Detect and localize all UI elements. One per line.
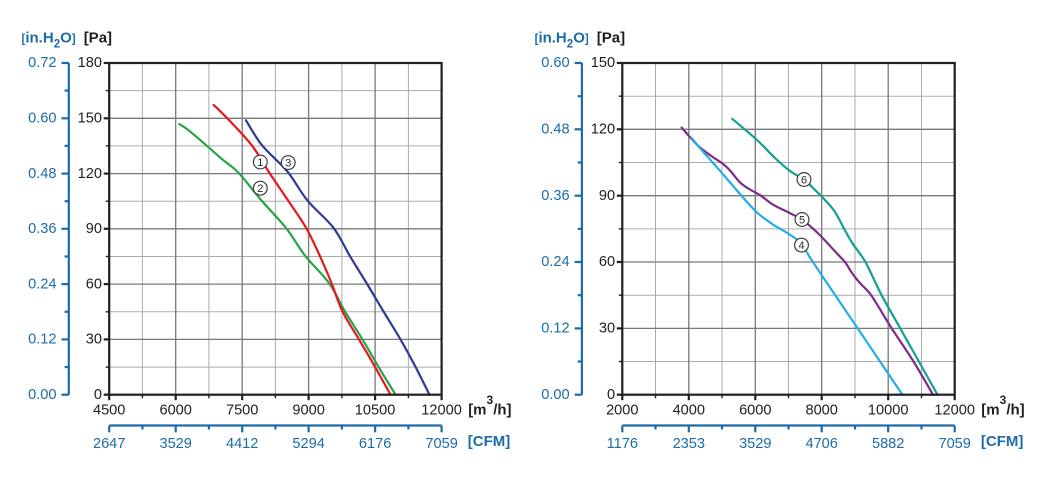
svg-text:30: 30	[86, 332, 102, 348]
svg-text:3529: 3529	[159, 436, 191, 452]
svg-text:0.00: 0.00	[541, 387, 569, 403]
svg-text:0.36: 0.36	[28, 221, 56, 237]
svg-text:7500: 7500	[226, 402, 258, 418]
svg-text:120: 120	[591, 122, 615, 138]
svg-text:7059: 7059	[425, 436, 457, 452]
svg-text:[in.H2O]: [in.H2O]	[535, 29, 589, 50]
svg-text:5882: 5882	[872, 436, 904, 452]
svg-text:12000: 12000	[934, 402, 975, 418]
svg-text:150: 150	[591, 55, 615, 71]
svg-text:2647: 2647	[93, 436, 125, 452]
svg-text:10500: 10500	[355, 402, 396, 418]
svg-text:1: 1	[257, 157, 263, 169]
svg-text:[Pa]: [Pa]	[84, 29, 112, 46]
svg-text:0.24: 0.24	[541, 254, 569, 270]
svg-text:6176: 6176	[359, 436, 391, 452]
svg-text:3529: 3529	[739, 436, 771, 452]
svg-text:0.12: 0.12	[28, 332, 56, 348]
svg-text:1176: 1176	[607, 436, 638, 452]
svg-text:6000: 6000	[739, 402, 771, 418]
svg-text:2000: 2000	[606, 402, 638, 418]
svg-text:0.24: 0.24	[28, 276, 56, 292]
svg-text:[in.H2O]: [in.H2O]	[22, 29, 76, 50]
svg-text:90: 90	[86, 221, 102, 237]
svg-text:8000: 8000	[805, 402, 837, 418]
svg-text:120: 120	[78, 166, 102, 182]
svg-text:60: 60	[599, 254, 615, 270]
svg-text:9000: 9000	[292, 402, 324, 418]
svg-text:3: 3	[285, 158, 291, 170]
svg-text:0: 0	[94, 387, 102, 403]
svg-text:60: 60	[86, 276, 102, 292]
svg-text:4412: 4412	[226, 436, 258, 452]
svg-text:5294: 5294	[292, 436, 324, 452]
svg-text:0.48: 0.48	[541, 122, 569, 138]
svg-text:180: 180	[78, 55, 102, 71]
svg-text:12000: 12000	[421, 402, 462, 418]
svg-text:90: 90	[599, 188, 615, 204]
svg-text:0.72: 0.72	[28, 55, 56, 71]
svg-text:0.00: 0.00	[28, 387, 56, 403]
svg-text:2: 2	[257, 183, 263, 195]
svg-text:[CFM]: [CFM]	[468, 433, 510, 450]
svg-text:5: 5	[799, 214, 805, 226]
svg-text:10000: 10000	[868, 402, 909, 418]
svg-text:0.36: 0.36	[541, 188, 569, 204]
svg-text:0.60: 0.60	[28, 111, 56, 127]
svg-text:0.48: 0.48	[28, 166, 56, 182]
svg-text:2353: 2353	[673, 436, 705, 452]
svg-text:6000: 6000	[159, 402, 191, 418]
svg-text:30: 30	[599, 321, 615, 337]
svg-text:0.60: 0.60	[541, 55, 569, 71]
svg-text:150: 150	[78, 111, 102, 127]
svg-text:4000: 4000	[673, 402, 705, 418]
svg-text:[CFM]: [CFM]	[981, 433, 1023, 450]
svg-text:7059: 7059	[938, 436, 970, 452]
svg-text:4706: 4706	[805, 436, 837, 452]
svg-text:4500: 4500	[93, 402, 125, 418]
svg-text:[Pa]: [Pa]	[597, 29, 625, 46]
svg-text:4: 4	[798, 240, 804, 252]
svg-text:0.12: 0.12	[541, 321, 569, 337]
svg-text:6: 6	[801, 174, 807, 186]
svg-text:0: 0	[607, 387, 615, 403]
